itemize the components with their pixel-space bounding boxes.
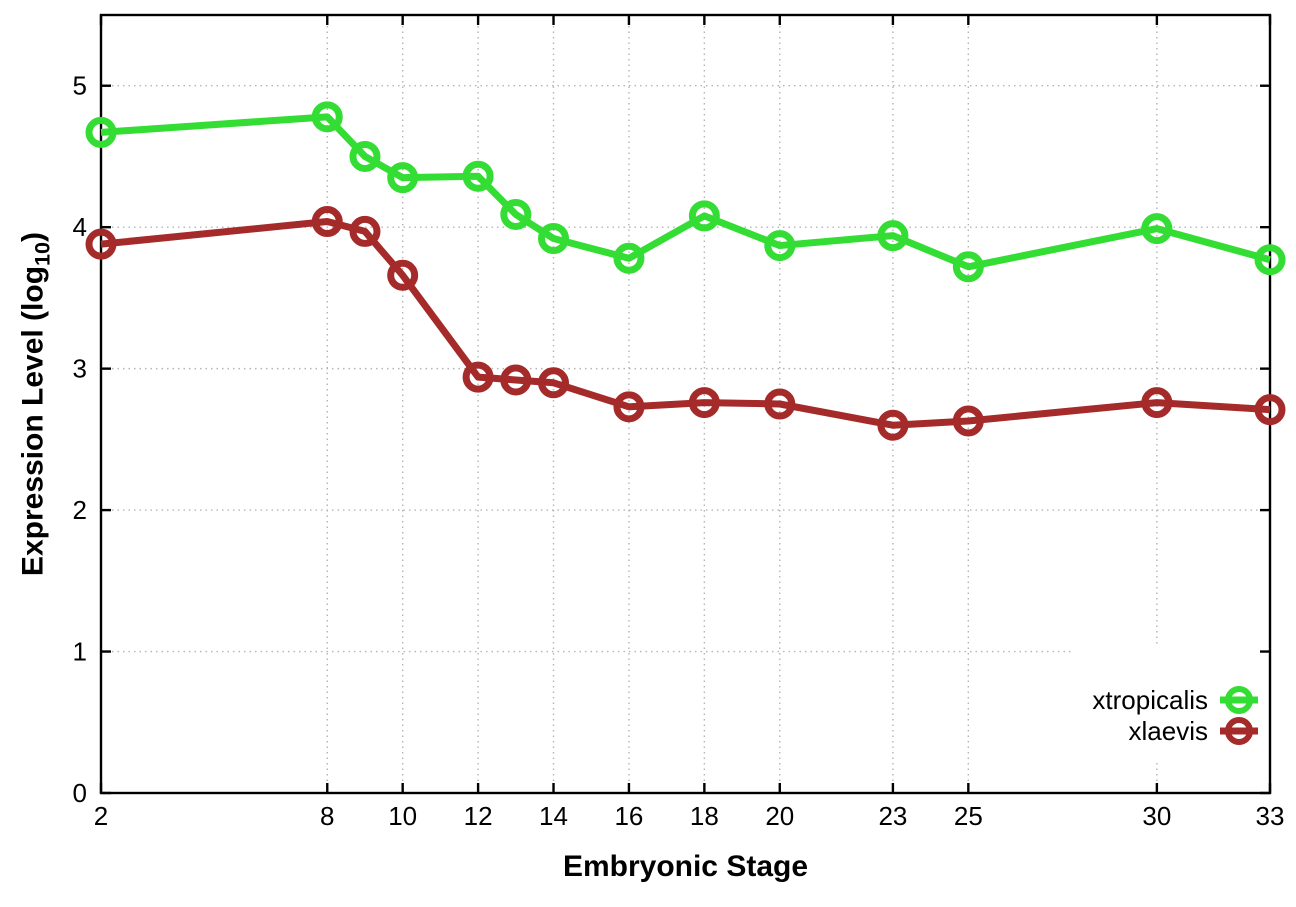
data-point-xtropicalis — [538, 222, 570, 254]
data-point-xlaevis — [462, 361, 494, 393]
series-line-xlaevis — [100, 218, 1271, 429]
y-tick-label: 3 — [73, 354, 87, 384]
y-axis-title-suffix: ) — [16, 231, 50, 242]
data-point-xtropicalis — [349, 140, 381, 172]
data-point-xlaevis — [387, 259, 419, 291]
data-point-xtropicalis — [1254, 244, 1286, 276]
y-tick-label: 0 — [73, 778, 87, 808]
data-point-xtropicalis — [952, 251, 984, 283]
data-point-xlaevis — [877, 409, 909, 441]
legend-label-xtropicalis: xtropicalis — [1092, 685, 1208, 715]
legend-label-xlaevis: xlaevis — [1129, 716, 1208, 746]
legend-sample-marker-xlaevis — [1225, 717, 1253, 745]
data-point-xtropicalis — [688, 200, 720, 232]
x-tick-label: 18 — [690, 801, 719, 831]
y-axis-title-subscript: 10 — [29, 241, 55, 266]
y-tick-label: 1 — [73, 637, 87, 667]
x-tick-label: 23 — [878, 801, 907, 831]
x-tick-label: 8 — [320, 801, 334, 831]
data-point-xtropicalis — [387, 162, 419, 194]
y-tick-label: 2 — [73, 495, 87, 525]
data-point-xlaevis — [500, 364, 532, 396]
data-point-xtropicalis — [311, 101, 343, 133]
x-tick-label: 2 — [94, 801, 108, 831]
x-axis-title: Embryonic Stage — [562, 850, 809, 883]
data-point-xtropicalis — [462, 160, 494, 192]
data-point-xtropicalis — [764, 230, 796, 262]
y-tick-label: 4 — [73, 212, 87, 242]
data-point-xlaevis — [952, 405, 984, 437]
data-point-xlaevis — [613, 391, 645, 423]
data-point-xlaevis — [538, 367, 570, 399]
data-point-xlaevis — [764, 388, 796, 420]
x-tick-label: 33 — [1256, 801, 1285, 831]
data-point-xtropicalis — [85, 116, 117, 148]
y-tick-label: 5 — [73, 71, 87, 101]
data-point-xlaevis — [688, 387, 720, 419]
x-tick-label: 25 — [954, 801, 983, 831]
x-tick-label: 30 — [1142, 801, 1171, 831]
x-tick-label: 12 — [464, 801, 493, 831]
x-tick-label: 10 — [388, 801, 417, 831]
x-tick-label: 20 — [765, 801, 794, 831]
data-point-xlaevis — [1141, 387, 1173, 419]
data-point-xlaevis — [1254, 394, 1286, 426]
data-point-xtropicalis — [1141, 213, 1173, 245]
data-point-xtropicalis — [500, 198, 532, 230]
data-point-xtropicalis — [613, 242, 645, 274]
series-line-xtropicalis — [100, 113, 1271, 271]
y-axis-title-prefix: Expression Level (log — [16, 265, 50, 577]
x-tick-label: 14 — [539, 801, 568, 831]
x-tick-label: 16 — [614, 801, 643, 831]
data-point-xlaevis — [349, 215, 381, 247]
data-point-xlaevis — [85, 228, 117, 260]
data-point-xlaevis — [311, 206, 343, 238]
y-axis-title: Expression Level (log10) — [17, 232, 56, 576]
plot-border — [99, 13, 1272, 795]
legend-sample-marker-xtropicalis — [1225, 686, 1253, 714]
data-point-xtropicalis — [877, 220, 909, 252]
